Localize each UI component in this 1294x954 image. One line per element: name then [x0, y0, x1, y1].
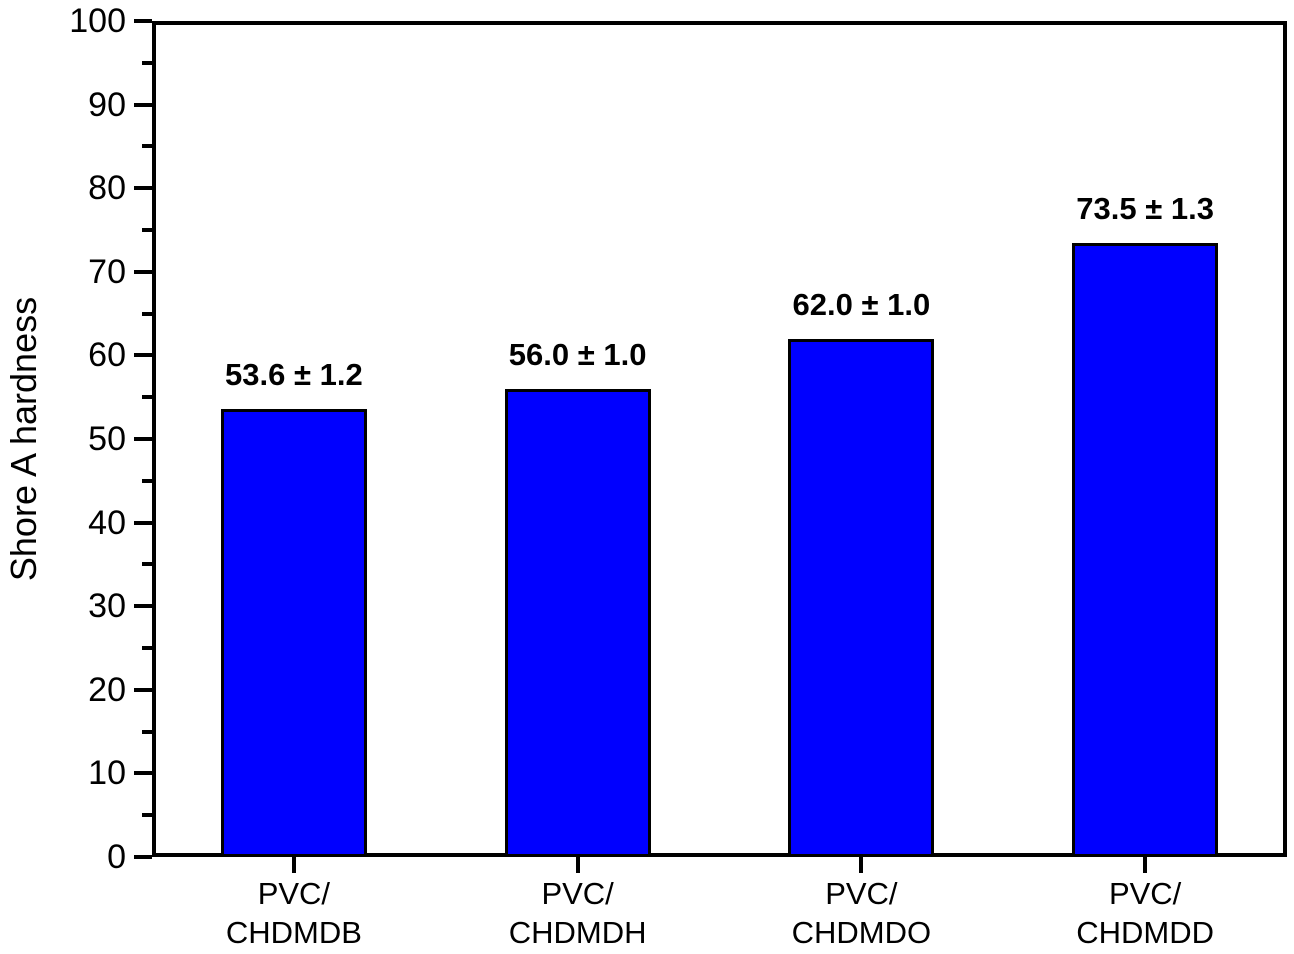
x-category-label: PVC/ CHDMDD	[1076, 876, 1214, 950]
y-major-tick	[134, 687, 152, 692]
y-major-tick	[134, 437, 152, 441]
y-tick-label: 0	[107, 838, 126, 876]
y-minor-tick	[142, 562, 152, 567]
x-category-label: PVC/ CHDMDB	[225, 876, 362, 950]
bar	[220, 408, 367, 857]
y-major-tick	[134, 269, 152, 274]
x-tick	[291, 857, 296, 873]
y-major-tick	[134, 855, 152, 859]
y-minor-tick	[142, 729, 152, 734]
bar-value-label: 62.0 ± 1.0	[792, 286, 931, 322]
y-tick-label: 50	[88, 420, 126, 458]
y-minor-tick	[142, 813, 152, 818]
y-tick-label: 20	[88, 670, 126, 709]
y-tick-label: 90	[88, 85, 126, 124]
y-minor-tick	[142, 478, 152, 483]
bar	[1072, 242, 1219, 857]
y-tick-label: 40	[88, 503, 126, 542]
y-major-tick	[134, 102, 152, 107]
y-minor-tick	[142, 395, 152, 400]
y-tick-label: 70	[88, 252, 126, 291]
y-major-tick	[134, 186, 152, 191]
bar-value-label: 56.0 ± 1.0	[508, 336, 647, 372]
y-major-tick	[134, 353, 152, 358]
x-tick	[859, 857, 864, 873]
y-tick-label: 10	[88, 754, 126, 793]
y-minor-tick	[142, 144, 152, 149]
y-minor-tick	[142, 311, 152, 316]
y-major-tick	[134, 19, 152, 23]
y-major-tick	[134, 771, 152, 776]
x-category-label: PVC/ CHDMDH	[508, 876, 647, 950]
y-tick-label: 80	[88, 169, 126, 208]
bar	[788, 338, 935, 857]
y-tick-label: 100	[69, 2, 126, 40]
x-category-label: PVC/ CHDMDO	[791, 876, 932, 950]
y-major-tick	[134, 520, 152, 525]
x-tick	[575, 857, 580, 873]
bar-value-label: 53.6 ± 1.2	[225, 356, 363, 392]
y-tick-label: 30	[88, 587, 126, 626]
bar-value-label: 73.5 ± 1.3	[1076, 190, 1214, 226]
bar	[504, 388, 651, 857]
y-minor-tick	[142, 646, 152, 650]
y-major-tick	[134, 604, 152, 609]
y-minor-tick	[142, 228, 152, 232]
x-tick	[1143, 857, 1148, 873]
y-tick-label: 60	[88, 336, 126, 375]
y-minor-tick	[142, 60, 152, 65]
